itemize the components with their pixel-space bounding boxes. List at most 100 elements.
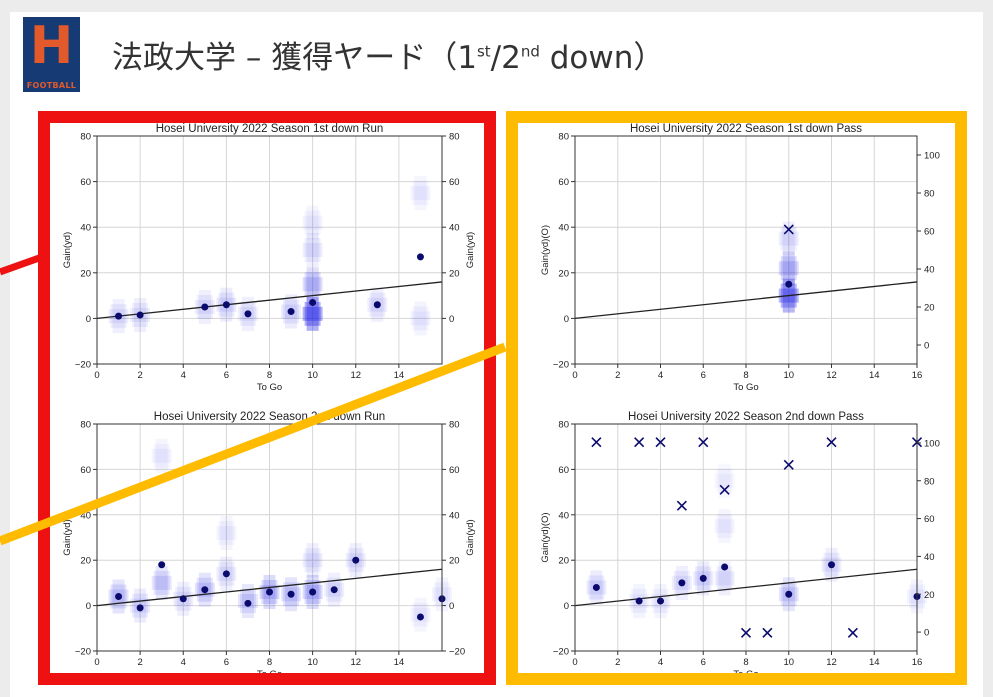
density-cell: [304, 548, 321, 573]
data-point: [373, 301, 381, 309]
x-tick-label: 6: [701, 657, 706, 668]
density-cell: [216, 525, 237, 540]
y-axis-label: Gain(yd)(O): [540, 512, 551, 562]
x-tick-label: 10: [307, 370, 318, 381]
x-tick-label: 8: [743, 370, 748, 381]
density-cell: [782, 251, 795, 286]
density-cell: [718, 561, 731, 596]
x-marker: [740, 627, 752, 638]
chart-title: Hosei University 2022 Season 1st down Pa…: [630, 123, 862, 135]
chart-title: Hosei University 2022 Season 2nd down Ru…: [154, 411, 385, 423]
y-tick-label: −20: [553, 360, 569, 371]
x-tick-label: 12: [350, 370, 361, 381]
x-axis-label: To Go: [257, 382, 282, 393]
density-cell: [302, 243, 323, 257]
density-cell: [302, 215, 323, 230]
right-y-tick-label: −20: [449, 647, 465, 658]
x-marker-stroke: [655, 437, 666, 448]
right-y-tick-label: 20: [449, 268, 460, 279]
y-tick-label: 20: [558, 268, 569, 279]
density-cell: [306, 233, 319, 267]
right-y-tick-label: 40: [449, 510, 460, 521]
y-tick-label: 40: [558, 223, 569, 234]
density-cell: [410, 186, 431, 200]
x-marker-stroke: [762, 627, 773, 638]
right-y-tick-label: 80: [449, 420, 460, 431]
density-cell: [718, 509, 731, 544]
trend-line: [574, 281, 918, 320]
density-cell: [304, 301, 321, 326]
x-tick-label: 6: [224, 657, 229, 668]
x-marker-stroke: [740, 627, 752, 638]
data-point: [416, 613, 424, 621]
data-point: [222, 570, 230, 578]
x-tick-label: 12: [826, 657, 837, 668]
data-point: [222, 301, 230, 309]
right-y-tick-label: 40: [924, 265, 935, 276]
density-cell: [782, 221, 795, 256]
density-cell: [414, 301, 427, 336]
data-point: [352, 556, 360, 564]
x-tick-label: 14: [394, 370, 405, 381]
right-y-tick-label: 60: [924, 514, 935, 525]
x-tick-label: 8: [267, 370, 272, 381]
title-end: down）: [539, 40, 665, 76]
chart-title: Hosei University 2022 Season 2nd down Pa…: [628, 411, 864, 423]
x-marker: [847, 627, 858, 638]
x-tick-label: 2: [137, 370, 142, 381]
x-tick-label: 4: [658, 370, 663, 381]
pass-connector-line: [0, 342, 507, 546]
right-y-tick-label: 20: [924, 590, 935, 601]
x-tick-label: 6: [224, 370, 229, 381]
right-y-axis-label: Gain(yd): [465, 519, 476, 555]
x-marker-stroke: [634, 437, 645, 448]
x-marker-stroke: [591, 437, 602, 448]
data-point: [721, 563, 729, 571]
right-y-tick-label: 80: [449, 132, 460, 143]
y-tick-label: 40: [558, 510, 569, 521]
title-main: 法政大学 – 獲得ヤード（1: [112, 40, 477, 76]
density-cell: [412, 306, 429, 331]
density-cell: [716, 566, 733, 591]
data-point: [657, 597, 664, 605]
logo-caption: FOOTBALL: [26, 81, 77, 90]
y-tick-label: 0: [86, 601, 91, 612]
right-y-tick-label: 40: [924, 552, 935, 563]
title-middle: /2: [490, 40, 521, 76]
y-tick-label: −20: [75, 360, 91, 371]
right-y-tick-label: 40: [449, 223, 460, 234]
density-cell: [714, 571, 735, 586]
right-y-tick-label: 80: [924, 476, 935, 487]
density-cell: [306, 267, 319, 302]
x-tick-label: 4: [181, 370, 186, 381]
x-tick-label: 14: [869, 657, 880, 668]
density-cell: [304, 210, 321, 235]
x-marker: [655, 437, 666, 448]
x-marker: [634, 437, 645, 448]
y-axis-label: Gain(yd)(O): [540, 225, 551, 275]
y-tick-label: 0: [564, 314, 569, 325]
x-tick-label: 0: [94, 370, 99, 381]
x-marker-stroke: [847, 627, 858, 638]
x-tick-label: 2: [615, 370, 620, 381]
x-marker: [676, 500, 687, 511]
density-cell: [302, 553, 323, 568]
density-cell: [410, 311, 431, 326]
density-cell: [306, 205, 319, 240]
density-cell: [778, 231, 799, 246]
x-tick-label: 16: [912, 370, 923, 381]
density-cell: [155, 565, 168, 600]
right-y-tick-label: 0: [449, 601, 454, 612]
y-tick-label: 80: [80, 420, 91, 431]
x-tick-label: 12: [826, 370, 837, 381]
density-cell: [716, 514, 733, 539]
x-marker-stroke: [698, 437, 709, 448]
density-cell: [412, 181, 429, 205]
y-tick-label: 40: [80, 223, 91, 234]
density-cell: [304, 272, 321, 297]
data-point: [785, 590, 793, 598]
trend-line: [574, 568, 918, 607]
y-tick-label: 0: [564, 601, 569, 612]
